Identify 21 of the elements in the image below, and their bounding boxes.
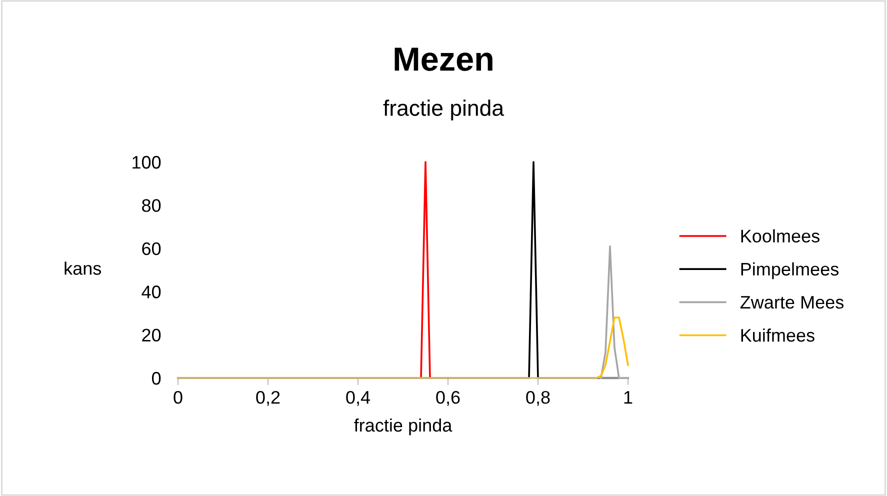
y-tick-label: 100 bbox=[132, 156, 161, 169]
y-tick-label: 20 bbox=[142, 328, 161, 342]
x-tick-label: 0 bbox=[174, 390, 182, 404]
y-tick-label: 40 bbox=[142, 286, 161, 298]
x-tick-label: 0,4 bbox=[346, 390, 370, 406]
line-series bbox=[600, 245, 629, 379]
legend-label: Zwarte Mees bbox=[740, 296, 844, 309]
x-axis-title: fractie pinda bbox=[354, 418, 452, 436]
x-tick-label: 0,6 bbox=[436, 390, 460, 406]
x-tick-label: 0,2 bbox=[256, 390, 280, 406]
legend-label: Koolmees bbox=[741, 229, 820, 243]
x-tick-label: 1 bbox=[624, 391, 632, 404]
legend-label: Pimpelmees bbox=[741, 262, 839, 280]
x-tick-label: 0,8 bbox=[526, 390, 550, 406]
y-axis-title: kans bbox=[64, 262, 102, 275]
y-tick-label: 0 bbox=[152, 372, 161, 385]
y-tick-label: 60 bbox=[142, 242, 161, 256]
chart-title: Mezen bbox=[394, 48, 492, 71]
y-tick-label: 80 bbox=[142, 199, 161, 212]
chart-subtitle: fractie pinda bbox=[383, 100, 504, 120]
legend-label: Kuifmees bbox=[741, 328, 814, 342]
